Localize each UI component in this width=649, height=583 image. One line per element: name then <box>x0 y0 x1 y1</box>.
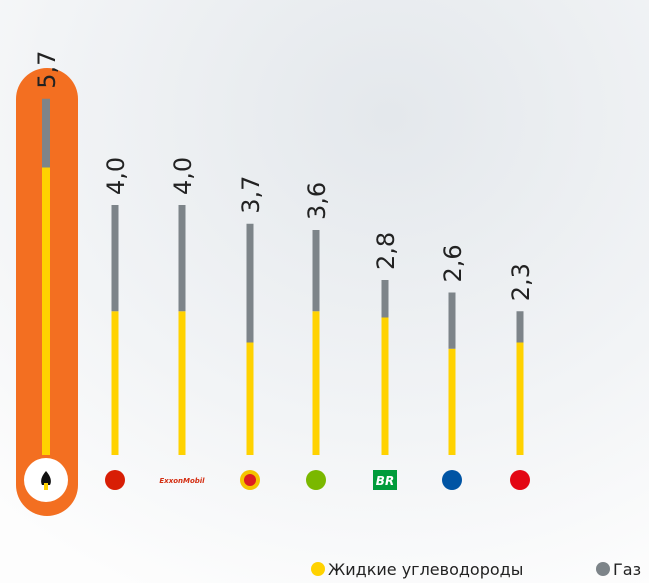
bar-segment <box>246 223 254 343</box>
bar-segment <box>42 167 50 455</box>
legend-label: Газ <box>613 560 641 579</box>
logo-text: BR <box>376 474 394 488</box>
logo <box>442 470 462 490</box>
total-label: 2,8 <box>372 232 400 270</box>
bar-segment <box>111 311 119 455</box>
total-label: 4,0 <box>169 157 197 195</box>
bar-segment <box>312 230 320 312</box>
logo <box>105 470 125 490</box>
logo-text: ExxonMobil <box>159 477 205 485</box>
legend-label: Жидкие углеводороды <box>328 560 523 579</box>
logo <box>510 470 530 490</box>
bar-segment <box>448 292 456 349</box>
logo <box>44 483 48 490</box>
total-label: 3,7 <box>237 176 265 214</box>
total-label: 2,3 <box>507 263 535 301</box>
total-label: 2,6 <box>439 244 467 282</box>
logo <box>306 470 326 490</box>
bar-segment <box>42 98 50 168</box>
bar-segment <box>516 342 524 455</box>
logo <box>373 470 397 490</box>
total-label: 3,6 <box>303 182 331 220</box>
logo <box>41 471 51 485</box>
bar-segment <box>178 311 186 455</box>
logo <box>244 474 256 486</box>
bar-segment <box>381 280 389 318</box>
bar-segment <box>246 342 254 455</box>
total-label: 5,7 <box>33 51 61 89</box>
bar-segment <box>312 311 320 455</box>
legend-swatch <box>596 562 610 576</box>
bar-segment <box>516 311 524 343</box>
bar-segment <box>381 317 389 455</box>
bar-segment <box>448 348 456 455</box>
total-label: 4,0 <box>102 157 130 195</box>
bar-segment <box>178 205 186 312</box>
bar-segment <box>111 205 119 312</box>
legend-swatch <box>311 562 325 576</box>
